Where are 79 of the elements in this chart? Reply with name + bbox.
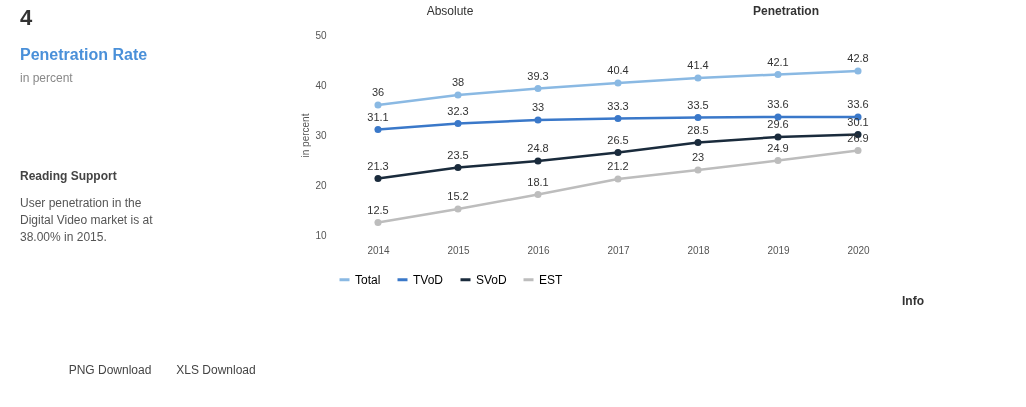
text: Penetration — [752, 4, 820, 18]
data-label: 33.3 — [607, 99, 629, 112]
data-label: 38 — [451, 76, 465, 88]
point — [454, 163, 462, 172]
x-tick-label: 2019 — [767, 244, 791, 256]
point — [614, 114, 622, 123]
data-label: 33.6 — [847, 98, 869, 110]
data-label: 40.4 — [607, 64, 629, 76]
data-label: 21.2 — [607, 160, 629, 172]
data-label: 33 — [531, 101, 545, 113]
data-label: 26.5 — [607, 133, 629, 146]
legend-label: Total — [355, 272, 381, 287]
text: Penetration Rate — [20, 46, 148, 63]
data-label: 23.5 — [447, 148, 469, 161]
text: Reading Support — [20, 169, 117, 183]
point — [774, 133, 782, 141]
data-label: 31.1 — [367, 110, 389, 123]
data-label: 36 — [371, 86, 385, 98]
data-label: 30.1 — [847, 115, 869, 128]
point — [454, 91, 462, 99]
x-tick-label: 2016 — [527, 244, 551, 256]
data-label: 32.3 — [447, 104, 469, 117]
point — [534, 190, 542, 199]
point — [694, 74, 702, 82]
data-label: 42.1 — [767, 55, 789, 68]
text: XLS Download — [176, 363, 256, 377]
x-tick-label: 2017 — [607, 244, 631, 256]
y-tick-label: 50 — [315, 29, 327, 41]
point — [374, 218, 382, 227]
data-label: 24.9 — [767, 141, 789, 154]
data-label: 12.5 — [367, 203, 389, 216]
data-label: 24.8 — [527, 142, 549, 154]
legend-label: TVoD — [413, 272, 444, 287]
data-label: 23 — [691, 151, 705, 163]
point — [694, 113, 702, 122]
point — [614, 148, 622, 157]
data-label: 29.6 — [767, 118, 789, 130]
point — [614, 79, 622, 87]
point — [694, 138, 702, 147]
data-label: 39.3 — [527, 69, 549, 82]
point — [854, 146, 862, 155]
y-tick-label: 10 — [315, 229, 327, 241]
data-label: 41.4 — [687, 59, 709, 71]
point — [374, 125, 382, 134]
y-tick-label: 40 — [315, 79, 327, 91]
x-tick-label: 2018 — [687, 244, 711, 256]
y-tick-label: 20 — [315, 179, 327, 191]
legend-label: EST — [539, 272, 564, 287]
point — [454, 119, 462, 128]
data-label: 33.6 — [767, 98, 789, 110]
point — [534, 157, 542, 165]
x-tick-label: 2015 — [447, 244, 471, 256]
data-label: 15.2 — [447, 190, 469, 202]
point — [774, 156, 782, 165]
point — [534, 84, 542, 93]
text: Info — [902, 294, 924, 308]
data-label: 28.5 — [687, 123, 709, 136]
text: in percent — [20, 71, 74, 85]
data-label: 42.8 — [847, 52, 869, 64]
point — [374, 174, 382, 183]
point — [534, 116, 542, 124]
point — [854, 67, 862, 75]
x-tick-label: 2014 — [367, 244, 391, 256]
point — [774, 70, 782, 79]
text: 4 — [20, 5, 33, 30]
data-label: 33.5 — [687, 98, 709, 111]
text: Absolute — [426, 4, 474, 18]
data-label: 18.1 — [527, 175, 549, 188]
point — [694, 166, 702, 174]
point — [454, 205, 462, 213]
text: PNG Download — [68, 363, 152, 377]
x-tick-label: 2020 — [847, 244, 871, 256]
y-axis-title: in percent — [300, 113, 312, 158]
legend-label: SVoD — [476, 272, 508, 287]
point — [614, 175, 622, 183]
data-label: 21.3 — [367, 159, 389, 172]
point — [374, 101, 382, 109]
y-tick-label: 30 — [315, 129, 327, 141]
text: User penetration in the Digital Video market is at 38.00% in 2015. — [20, 196, 154, 244]
